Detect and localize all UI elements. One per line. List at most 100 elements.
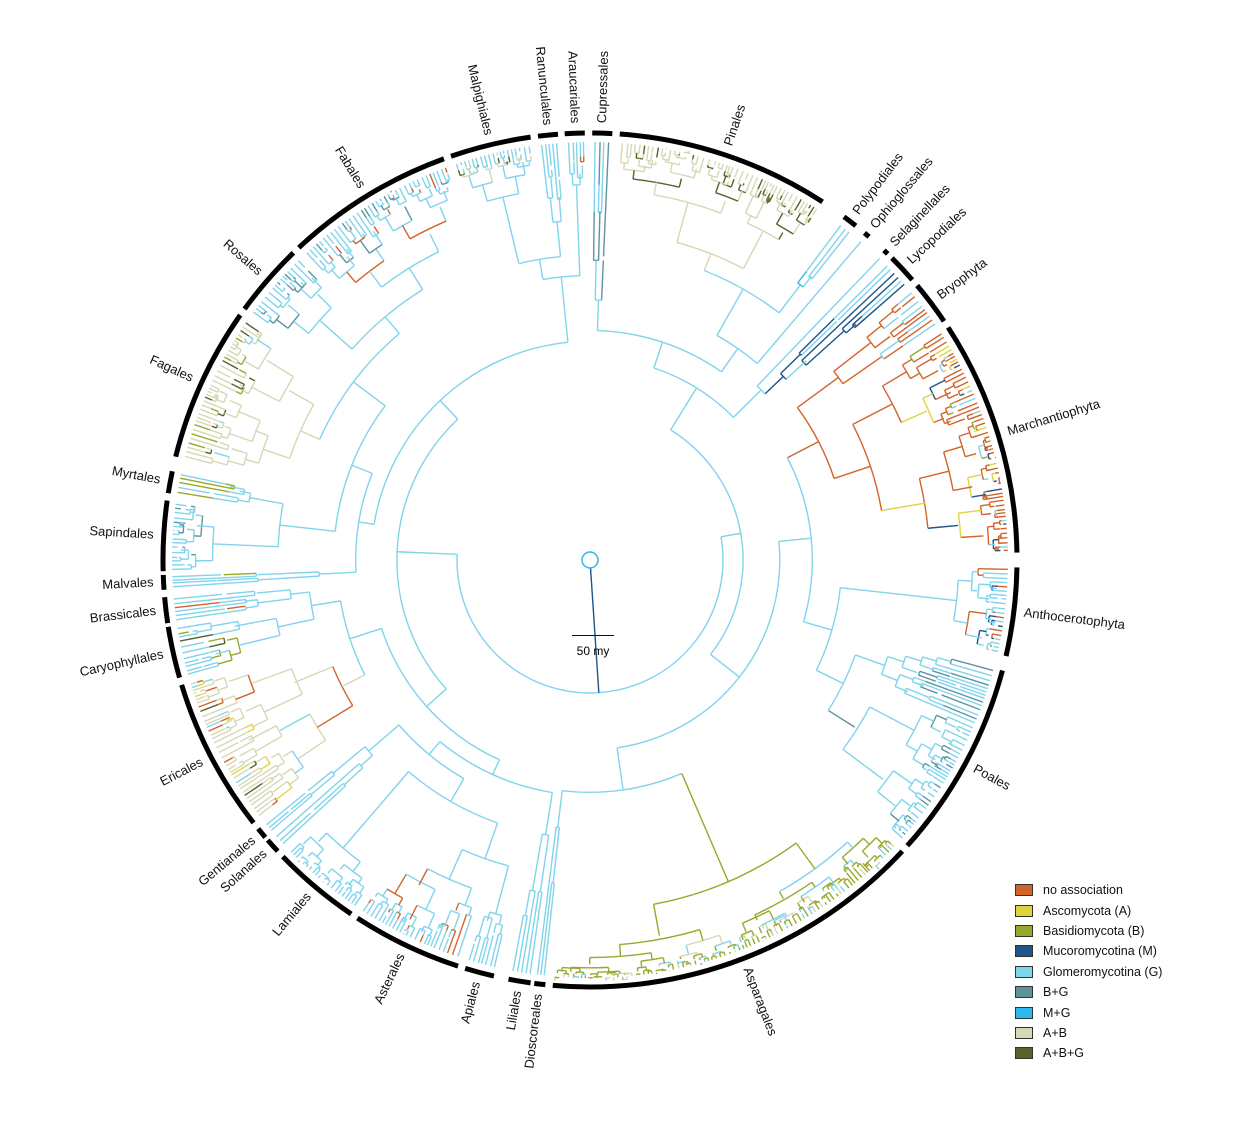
branch — [443, 910, 452, 927]
branch — [193, 632, 198, 636]
branch — [908, 319, 933, 337]
clade-label: Brassicales — [89, 603, 157, 626]
branch — [861, 280, 902, 317]
branch — [327, 868, 333, 874]
branch — [195, 514, 203, 517]
branch — [228, 674, 249, 682]
branch — [633, 178, 680, 188]
branch — [233, 378, 245, 386]
branch — [930, 780, 936, 785]
branch — [592, 211, 595, 261]
branch — [951, 405, 957, 409]
branch — [479, 156, 484, 166]
legend-item: M+G — [1015, 1002, 1162, 1022]
branch — [862, 862, 871, 872]
branch — [679, 956, 682, 960]
branch — [742, 183, 745, 186]
branch — [269, 319, 275, 324]
branch — [360, 754, 373, 767]
branch — [341, 891, 346, 897]
branch — [952, 380, 958, 385]
branch — [403, 185, 408, 192]
branch — [478, 936, 482, 943]
branch — [717, 166, 722, 170]
branch — [222, 409, 227, 417]
branch — [271, 752, 279, 759]
branch — [343, 863, 363, 879]
branch — [764, 375, 784, 395]
branch — [496, 163, 499, 167]
branch — [742, 231, 764, 269]
branch — [795, 212, 802, 221]
branch — [829, 893, 835, 900]
branch — [882, 371, 907, 387]
branch — [826, 886, 830, 890]
branch — [948, 393, 959, 400]
branch — [635, 153, 638, 159]
branch — [684, 156, 687, 160]
branch — [239, 707, 245, 718]
branch — [837, 268, 891, 321]
branch — [439, 400, 459, 420]
branch — [556, 221, 562, 257]
branch — [776, 223, 794, 235]
branch — [455, 163, 460, 171]
branch — [196, 698, 207, 704]
branch — [209, 429, 223, 435]
branch — [951, 658, 972, 666]
branch — [396, 911, 401, 915]
branch — [927, 785, 933, 789]
branch — [279, 812, 311, 842]
branch — [823, 895, 826, 899]
branch — [531, 834, 544, 891]
branch — [755, 934, 758, 937]
branch — [238, 368, 247, 375]
branch — [261, 776, 272, 785]
branch — [760, 180, 767, 191]
branch — [905, 744, 919, 753]
branch — [226, 637, 238, 641]
branch — [572, 142, 575, 161]
branch — [792, 912, 796, 916]
branch — [933, 788, 939, 793]
branch — [408, 771, 498, 824]
legend-item: Mucoromycotina (M) — [1015, 941, 1162, 961]
branch — [195, 419, 213, 427]
branch — [540, 144, 547, 179]
branch — [445, 925, 449, 931]
branch — [732, 946, 736, 950]
branch — [209, 449, 213, 454]
branch — [700, 953, 704, 958]
branch — [337, 886, 345, 895]
branch — [396, 418, 459, 690]
branch — [226, 590, 255, 595]
branch — [995, 607, 1006, 610]
branch — [370, 222, 375, 226]
branch — [540, 898, 551, 976]
legend-item: Glomeromycotina (G) — [1015, 962, 1162, 982]
branch — [932, 357, 937, 362]
branch — [225, 486, 235, 490]
clade-arc — [281, 854, 353, 917]
branch — [741, 922, 747, 933]
legend-swatch — [1015, 945, 1033, 958]
branch — [869, 706, 915, 731]
branch — [945, 405, 952, 410]
legend-swatch — [1015, 1047, 1033, 1060]
branch — [282, 288, 286, 293]
branch — [989, 451, 995, 455]
branch — [978, 444, 985, 448]
branch — [715, 182, 721, 193]
branch — [728, 175, 731, 178]
branch — [274, 312, 280, 317]
branch — [235, 343, 239, 346]
branch — [945, 763, 953, 769]
branch — [475, 166, 479, 173]
branch — [942, 451, 954, 491]
branch — [922, 393, 934, 400]
branch — [567, 142, 571, 162]
branch — [255, 755, 267, 763]
branch — [917, 801, 922, 806]
branch — [490, 165, 493, 169]
branch — [442, 938, 450, 952]
